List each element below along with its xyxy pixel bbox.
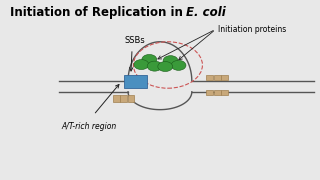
Bar — [221, 90, 228, 95]
Bar — [214, 75, 221, 80]
Circle shape — [147, 61, 162, 71]
Bar — [113, 95, 120, 102]
Circle shape — [134, 60, 149, 69]
Circle shape — [158, 62, 173, 71]
Circle shape — [171, 60, 186, 70]
Bar — [124, 75, 147, 88]
Bar — [214, 90, 221, 95]
Text: Initiation of Replication in: Initiation of Replication in — [10, 6, 187, 19]
Circle shape — [163, 56, 178, 66]
Bar — [120, 95, 127, 102]
Bar — [206, 75, 213, 80]
Circle shape — [142, 55, 157, 64]
Text: SSBs: SSBs — [124, 36, 145, 45]
Text: E. coli: E. coli — [187, 6, 226, 19]
Bar — [221, 75, 228, 80]
Text: A/T-rich region: A/T-rich region — [62, 122, 117, 131]
Bar — [128, 95, 134, 102]
Text: Initiation proteins: Initiation proteins — [218, 25, 287, 34]
Bar — [206, 90, 213, 95]
